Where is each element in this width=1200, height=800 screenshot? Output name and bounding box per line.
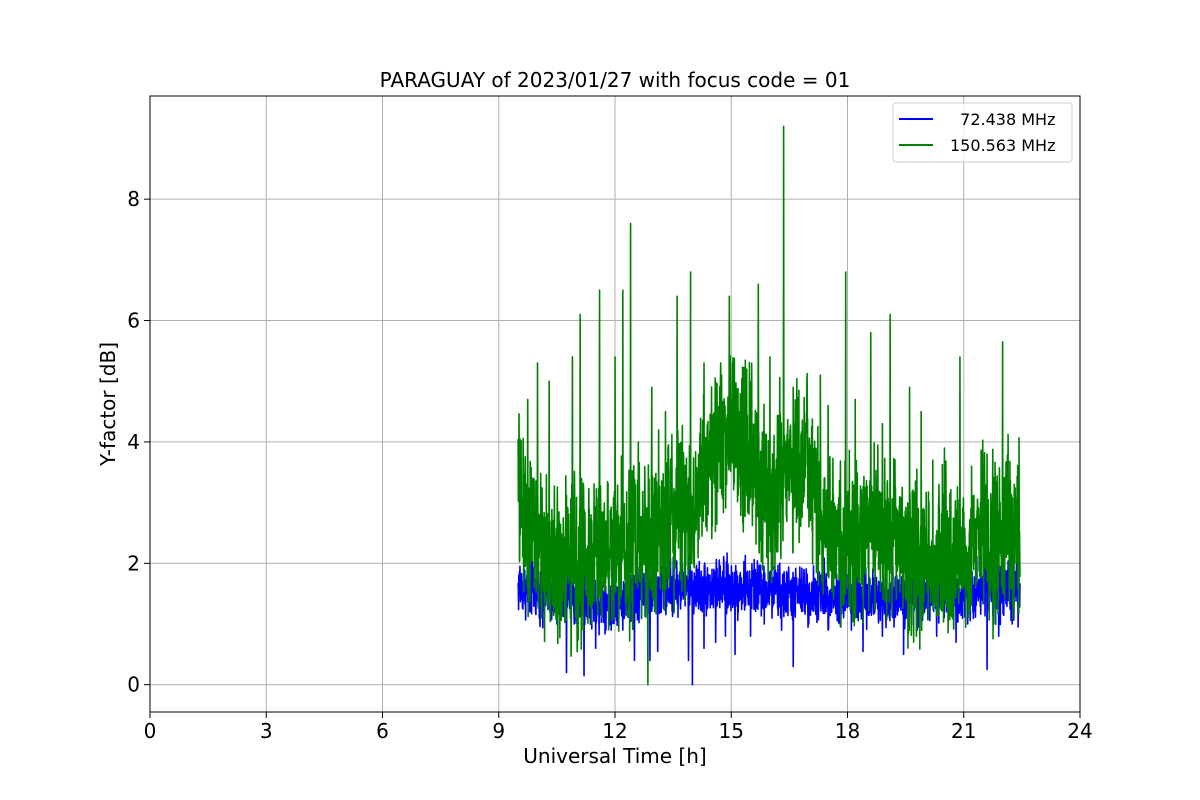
x-tick-label: 21: [951, 719, 976, 743]
legend-box: [892, 102, 1073, 163]
x-tick-label: 3: [260, 719, 273, 743]
y-axis-label: Y-factor [dB]: [96, 342, 120, 467]
legend: 72.438 MHz 150.563 MHz: [892, 102, 1073, 163]
series-line-150mhz: [517, 125, 1021, 686]
y-tick-label: 8: [127, 187, 140, 211]
x-axis: 0 3 6 9 12 15 18 21 24: [144, 712, 1093, 743]
y-axis: 0 2 4 6 8: [127, 187, 150, 697]
y-tick-label: 0: [127, 673, 140, 697]
y-tick-label: 2: [127, 551, 140, 575]
x-tick-label: 9: [492, 719, 505, 743]
legend-label-72mhz: 72.438 MHz: [950, 110, 1055, 129]
x-tick-label: 24: [1067, 719, 1092, 743]
x-axis-label: Universal Time [h]: [523, 744, 706, 768]
x-tick-label: 0: [144, 719, 157, 743]
y-tick-label: 4: [127, 430, 140, 454]
x-tick-label: 15: [719, 719, 744, 743]
legend-label-150mhz: 150.563 MHz: [950, 136, 1055, 155]
chart-title: PARAGUAY of 2023/01/27 with focus code =…: [380, 68, 851, 92]
y-tick-label: 6: [127, 309, 140, 333]
x-tick-label: 18: [835, 719, 860, 743]
series-layer: [517, 125, 1021, 686]
x-tick-label: 6: [376, 719, 389, 743]
x-tick-label: 12: [602, 719, 627, 743]
